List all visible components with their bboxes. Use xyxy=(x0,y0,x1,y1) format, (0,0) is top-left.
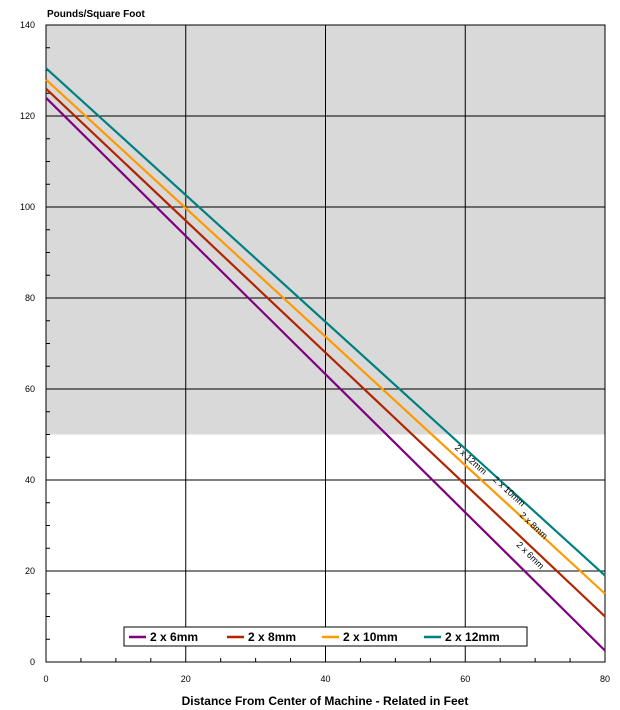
minor-ticks xyxy=(46,47,571,662)
x-tick-label: 80 xyxy=(600,674,610,684)
series-line xyxy=(45,67,606,577)
x-tick-label: 40 xyxy=(320,674,330,684)
y-tick-labels: 0 20 40 60 80 100 120 140 xyxy=(20,20,35,667)
x-tick-label: 20 xyxy=(181,674,191,684)
y-tick-label: 140 xyxy=(20,20,35,30)
series-line xyxy=(45,97,606,652)
legend-entry: 2 x 8mm xyxy=(248,630,296,644)
series-line xyxy=(45,78,606,595)
y-tick-label: 40 xyxy=(25,475,35,485)
y-axis-title: Pounds/Square Foot xyxy=(47,9,145,20)
y-tick-label: 80 xyxy=(25,293,35,303)
y-tick-label: 20 xyxy=(25,566,35,576)
legend-entry: 2 x 10mm xyxy=(343,630,398,644)
x-tick-labels: 0 20 40 60 80 xyxy=(43,674,610,684)
legend-entry: 2 x 6mm xyxy=(150,630,198,644)
x-tick-label: 60 xyxy=(460,674,470,684)
series-lines xyxy=(45,67,606,652)
series-label: 2 x 8mm xyxy=(518,510,550,541)
y-tick-label: 100 xyxy=(20,202,35,212)
x-tick-label: 0 xyxy=(43,674,48,684)
legend: 2 x 6mm 2 x 8mm 2 x 10mm 2 x 12mm xyxy=(123,626,528,647)
legend-entry: 2 x 12mm xyxy=(445,630,500,644)
y-tick-label: 60 xyxy=(25,384,35,394)
series-line xyxy=(45,87,606,618)
y-tick-label: 120 xyxy=(20,111,35,121)
x-axis-title: Distance From Center of Machine - Relate… xyxy=(181,694,469,708)
grid-lines xyxy=(45,24,606,663)
y-tick-label: 0 xyxy=(30,657,35,667)
